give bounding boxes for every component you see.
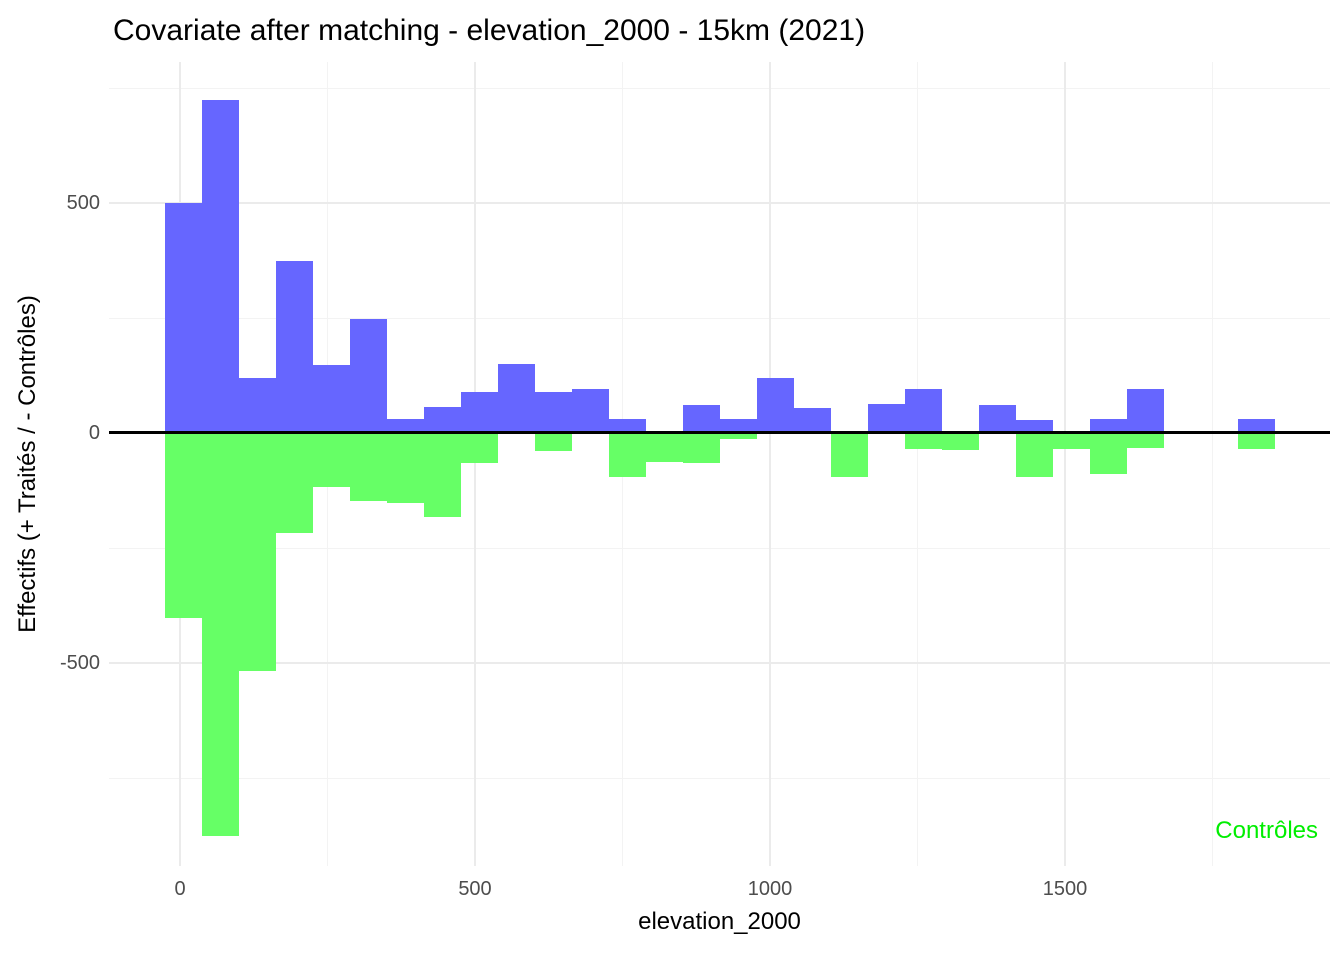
bar-controles xyxy=(831,433,868,478)
bar-traites xyxy=(720,419,757,433)
y-tick-label: 0 xyxy=(88,422,100,444)
y-tick-label: -500 xyxy=(59,652,100,674)
bar-traites xyxy=(1127,389,1164,433)
bar-traites xyxy=(350,318,387,433)
bar-controles xyxy=(646,433,683,462)
bar-traites xyxy=(609,419,646,433)
gridline-x-minor xyxy=(917,62,918,866)
bar-controles xyxy=(350,433,387,502)
gridline-x-major xyxy=(474,62,476,866)
x-tick-label: 1000 xyxy=(747,878,793,900)
gridline-x-minor xyxy=(1212,62,1213,866)
gridline-y-minor xyxy=(109,777,1330,779)
plot-panel xyxy=(109,62,1330,866)
bar-traites xyxy=(461,391,498,433)
gridline-y-minor xyxy=(109,547,1330,549)
bar-controles xyxy=(239,433,276,671)
bar-traites xyxy=(757,377,794,433)
chart-title: Covariate after matching - elevation_200… xyxy=(113,14,866,47)
bar-controles xyxy=(1238,433,1275,450)
bar-traites xyxy=(239,377,276,433)
bar-traites xyxy=(1090,419,1127,433)
bar-traites xyxy=(1238,419,1275,433)
bar-controles xyxy=(535,433,572,452)
gridline-x-major xyxy=(1064,62,1066,866)
bar-traites xyxy=(979,405,1016,433)
bar-controles xyxy=(683,433,720,463)
bar-traites xyxy=(794,407,831,433)
bar-traites xyxy=(498,364,535,433)
bar-controles xyxy=(276,433,313,534)
gridline-y-minor xyxy=(109,87,1330,89)
bar-controles xyxy=(1090,433,1127,475)
zero-line xyxy=(109,431,1330,434)
bar-controles xyxy=(387,433,424,503)
bar-controles xyxy=(942,433,979,451)
bar-traites xyxy=(313,364,350,433)
bar-controles xyxy=(905,433,942,449)
x-tick-label: 0 xyxy=(174,878,186,900)
bar-controles xyxy=(1016,433,1053,477)
x-tick-label: 500 xyxy=(458,878,492,900)
bar-traites xyxy=(868,404,905,433)
bar-controles xyxy=(1127,433,1164,449)
bar-traites xyxy=(424,406,461,433)
bar-traites xyxy=(905,389,942,433)
bar-controles xyxy=(165,433,202,619)
bar-traites xyxy=(276,260,313,433)
x-tick-label: 1500 xyxy=(1042,878,1088,900)
bar-controles xyxy=(202,433,239,836)
bar-controles xyxy=(424,433,461,518)
bar-traites xyxy=(535,391,572,433)
gridline-x-major xyxy=(769,62,771,866)
bar-controles xyxy=(313,433,350,488)
gridline-y-major xyxy=(109,202,1330,204)
y-axis-title: Effectifs (+ Traités / - Contrôles) xyxy=(14,295,41,633)
bar-traites xyxy=(202,99,239,433)
bar-traites xyxy=(572,389,609,433)
bar-controles xyxy=(720,433,757,439)
x-axis-title: elevation_2000 xyxy=(638,908,801,935)
bar-controles xyxy=(1053,433,1090,450)
bar-traites xyxy=(387,419,424,433)
bar-controles xyxy=(609,433,646,477)
bar-controles xyxy=(461,433,498,464)
gridline-y-minor xyxy=(109,317,1330,319)
y-tick-label: 500 xyxy=(66,192,100,214)
legend-controles-label: Contrôles xyxy=(1215,817,1318,844)
bar-traites xyxy=(683,405,720,433)
gridline-y-major xyxy=(109,662,1330,664)
bar-traites xyxy=(1016,420,1053,433)
bar-traites xyxy=(165,203,202,433)
